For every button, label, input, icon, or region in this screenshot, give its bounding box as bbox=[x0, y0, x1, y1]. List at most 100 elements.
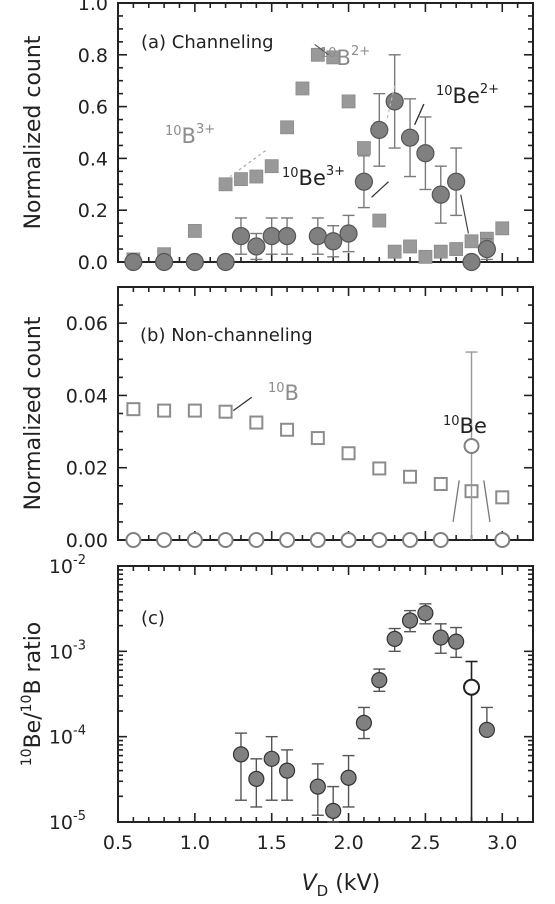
y-tick-label: 0.04 bbox=[66, 385, 108, 407]
data-point-10b bbox=[418, 249, 433, 264]
data-point-10b bbox=[157, 403, 172, 418]
y-axis-label: Normalized count bbox=[21, 35, 46, 229]
label-10b-2plus: 10B2+ bbox=[320, 44, 370, 70]
label-10b: 10B bbox=[268, 381, 299, 405]
leader-line bbox=[229, 150, 266, 178]
data-point-10be bbox=[463, 438, 480, 455]
data-point-10b bbox=[387, 244, 402, 259]
x-axis-label: VD (kV) bbox=[302, 871, 381, 900]
panel-frame-c bbox=[117, 565, 534, 823]
data-point-10b bbox=[234, 172, 248, 187]
label-10be: 10Be bbox=[443, 414, 487, 438]
data-point-10b bbox=[218, 177, 233, 192]
y-tick-label: 10-5 bbox=[49, 809, 86, 834]
data-point-10b bbox=[341, 446, 356, 461]
y-tick-label: 10-3 bbox=[49, 638, 86, 663]
data-point-10b bbox=[464, 234, 479, 249]
x-tick-label: 1.0 bbox=[180, 832, 210, 854]
leader-line bbox=[483, 480, 491, 523]
data-point-channeling bbox=[309, 778, 326, 795]
y-tick-label: 0.4 bbox=[78, 148, 108, 170]
data-point-10be bbox=[155, 252, 174, 272]
data-point-10be bbox=[400, 128, 420, 147]
data-point-channeling bbox=[386, 630, 403, 647]
data-point-10be bbox=[354, 172, 374, 191]
x-tick-label: 1.5 bbox=[257, 832, 287, 854]
data-point-10be bbox=[477, 239, 496, 259]
x-tick-label: 2.5 bbox=[410, 832, 440, 854]
leader-line bbox=[314, 43, 329, 56]
leader-line bbox=[460, 194, 470, 234]
data-point-channeling bbox=[248, 770, 265, 787]
y-tick-label: 0.00 bbox=[66, 530, 108, 552]
data-point-10b bbox=[187, 224, 202, 238]
data-point-10be bbox=[416, 144, 435, 163]
data-point-10b bbox=[449, 242, 464, 256]
text-labels: 0.0 0.2 0.4 0.6 0.8 1.0 Normalized count (a) Ch… bbox=[19, 0, 517, 900]
data-point-channeling bbox=[340, 769, 357, 786]
panel-label: (b) Non-channeling bbox=[140, 325, 313, 346]
data-point-10be bbox=[248, 532, 265, 548]
data-point-10be bbox=[262, 227, 281, 246]
data-point-10b bbox=[280, 120, 294, 135]
data-point-10be bbox=[370, 120, 389, 140]
y-axis-label: 10Be/10B ratio bbox=[19, 622, 46, 767]
data-point-10b bbox=[403, 239, 417, 254]
data-point-10b bbox=[433, 476, 448, 491]
data-point-10b bbox=[280, 422, 295, 437]
y-tick-label: 0.6 bbox=[78, 97, 108, 119]
label-10be-3plus: 10Be3+ bbox=[282, 164, 345, 190]
data-point-channeling bbox=[432, 629, 449, 646]
data-point-10be bbox=[431, 185, 450, 204]
data-point-channeling bbox=[232, 746, 250, 763]
data-point-10be bbox=[432, 532, 449, 548]
data-point-10b bbox=[218, 404, 233, 419]
data-point-channeling bbox=[401, 612, 419, 629]
data-point-10b bbox=[326, 50, 341, 65]
x-tick-label: 0.5 bbox=[103, 832, 133, 854]
data-point-10be bbox=[231, 227, 251, 246]
leader-line bbox=[232, 396, 253, 412]
data-point-10be bbox=[340, 532, 357, 548]
data-point-10b bbox=[187, 403, 202, 418]
data-point-10b bbox=[249, 169, 264, 184]
data-point-10be bbox=[447, 172, 466, 191]
y-axis-label: Normalized count bbox=[21, 316, 46, 510]
data-point-10b bbox=[126, 402, 141, 417]
leader-line bbox=[452, 480, 460, 523]
y-tick-label: 0.0 bbox=[78, 252, 108, 274]
data-point-10b bbox=[357, 141, 371, 155]
data-point-channeling bbox=[325, 802, 342, 819]
x-tick-label: 2.0 bbox=[333, 832, 363, 854]
data-point-channeling bbox=[371, 672, 388, 689]
y-tick-label: 0.02 bbox=[66, 458, 108, 480]
y-tick-label: 10-2 bbox=[49, 553, 86, 578]
data-point-10be bbox=[339, 224, 358, 243]
data-point-10b bbox=[310, 431, 325, 446]
data-point-channeling bbox=[263, 750, 280, 767]
data-point-10be bbox=[308, 227, 327, 246]
data-point-10be bbox=[402, 532, 419, 548]
data-point-10be bbox=[371, 532, 388, 548]
data-point-10b bbox=[495, 490, 510, 505]
data-point-channeling bbox=[278, 762, 296, 779]
data-point-10b bbox=[310, 47, 325, 62]
data-point-10be bbox=[279, 532, 296, 548]
data-point-10b bbox=[264, 159, 279, 174]
data-point-10be bbox=[324, 232, 343, 251]
data-point-10be bbox=[156, 532, 173, 548]
label-10be-2plus: 10Be2+ bbox=[436, 82, 499, 108]
data-point-10be bbox=[185, 252, 204, 272]
data-point-10b bbox=[295, 81, 310, 96]
data-point-10be bbox=[385, 92, 404, 111]
data-point-10b bbox=[433, 244, 448, 259]
y-tick-label: 0.06 bbox=[66, 313, 108, 335]
y-tick-label: 1.0 bbox=[78, 0, 108, 15]
data-point-10be bbox=[247, 237, 266, 256]
data-point-10be bbox=[309, 532, 326, 548]
data-point-10be bbox=[277, 227, 297, 246]
data-point-10b bbox=[495, 221, 510, 236]
data-point-10be bbox=[217, 532, 234, 548]
data-point-non-channeling bbox=[463, 678, 481, 696]
